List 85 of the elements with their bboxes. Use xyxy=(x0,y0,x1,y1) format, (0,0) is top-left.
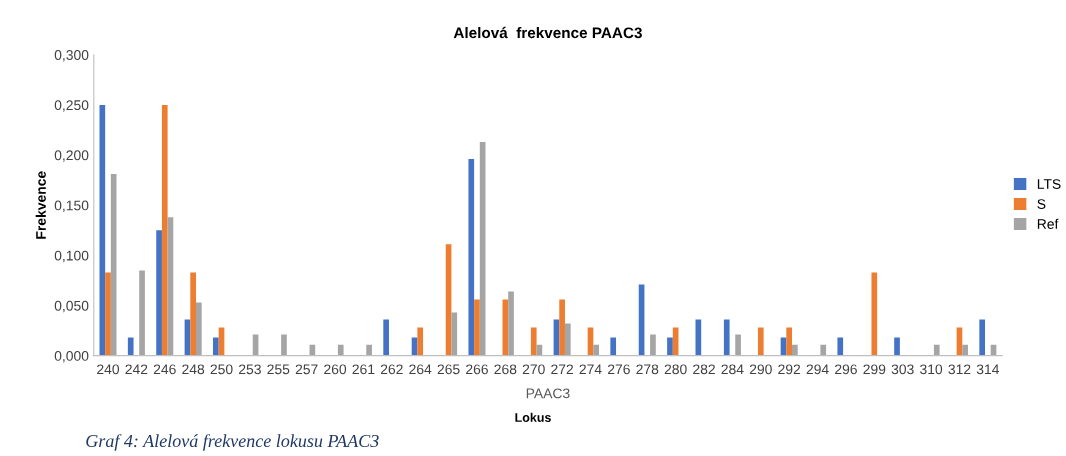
bar xyxy=(190,272,196,356)
y-tick-label: 0,000 xyxy=(54,351,89,363)
x-tick-label: 284 xyxy=(721,364,744,375)
bar xyxy=(933,344,940,356)
x-tick-label: 290 xyxy=(749,364,772,375)
bar xyxy=(105,272,111,356)
x-tick-label: 312 xyxy=(948,364,971,375)
x-tick-label: 282 xyxy=(693,364,715,375)
bar xyxy=(757,327,764,356)
x-tick-label: 292 xyxy=(778,364,801,375)
bar xyxy=(337,344,344,356)
x-tick-label: 299 xyxy=(863,364,886,375)
x-tick-label: 310 xyxy=(920,364,943,375)
text: Lokus xyxy=(515,412,551,422)
x-tick-label: 294 xyxy=(806,364,829,375)
chart-title: Alelová frekvence PAAC3 xyxy=(453,26,642,39)
bar xyxy=(564,323,571,356)
y-tick-label: 0,050 xyxy=(54,300,89,313)
bar xyxy=(667,337,673,356)
y-tick-label: 0,100 xyxy=(54,250,89,263)
bar xyxy=(593,344,600,356)
x-tick-label: 255 xyxy=(267,364,290,375)
bar xyxy=(962,344,968,356)
x-tick-label: 261 xyxy=(352,364,375,375)
bar xyxy=(786,327,793,356)
bar xyxy=(894,337,900,356)
y-tick-label: 0,300 xyxy=(54,50,89,62)
bar xyxy=(508,291,514,356)
bar xyxy=(195,302,202,356)
x-tick-label: 262 xyxy=(380,364,403,375)
bar xyxy=(281,334,287,356)
x-tick-label: 274 xyxy=(579,364,602,375)
x-tick-label: 270 xyxy=(522,364,545,375)
x-tick-label: 266 xyxy=(466,364,488,375)
x-tick-label: 314 xyxy=(976,364,1000,375)
legend-label: Ref xyxy=(1037,218,1059,229)
bar xyxy=(366,344,372,356)
y-tick-label: 0,250 xyxy=(54,100,89,112)
bar xyxy=(559,299,565,356)
bar xyxy=(156,230,162,356)
y-axis-title: Frekvence xyxy=(35,171,46,239)
bar xyxy=(127,337,134,356)
y-tick-label: 0,150 xyxy=(54,200,89,213)
text: Graf 4: Alelová frekvence lokusu PAAC3 xyxy=(86,434,379,451)
x-tick-label: 268 xyxy=(494,364,517,375)
x-tick-label: 242 xyxy=(125,364,148,375)
x-tick-label: 240 xyxy=(97,364,120,375)
bar xyxy=(735,334,741,356)
x-tick-label: 265 xyxy=(437,364,460,375)
bar xyxy=(792,344,798,356)
bar xyxy=(979,319,986,356)
x-tick-label: 278 xyxy=(636,364,659,375)
bar xyxy=(837,337,844,356)
bar xyxy=(110,174,117,356)
x-tick-label: 272 xyxy=(551,364,574,375)
x-tick-label: 276 xyxy=(607,364,630,375)
legend-label: S xyxy=(1037,199,1046,209)
y-tick-label: 0,200 xyxy=(54,150,89,162)
x-tick-label: 246 xyxy=(153,364,176,375)
x-tick-label: 280 xyxy=(664,364,687,375)
bar xyxy=(417,327,424,356)
bar xyxy=(161,104,168,356)
bar xyxy=(99,104,106,356)
x-axis-title: PAAC3 xyxy=(526,388,570,399)
bar xyxy=(650,334,656,356)
x-tick-label: 250 xyxy=(210,364,233,375)
bar xyxy=(139,270,145,356)
x-tick-label: 248 xyxy=(182,364,205,375)
bar xyxy=(820,344,827,356)
bar xyxy=(530,327,537,356)
bar xyxy=(474,299,480,356)
legend-label: LTS xyxy=(1037,179,1061,189)
bar xyxy=(871,272,878,356)
x-tick-label: 264 xyxy=(409,364,432,375)
bar xyxy=(383,319,389,356)
bar xyxy=(723,319,730,356)
x-tick-label: 257 xyxy=(295,364,318,375)
x-tick-label: 253 xyxy=(239,364,261,375)
bar xyxy=(468,159,475,356)
x-tick-label: 296 xyxy=(835,364,857,375)
bar xyxy=(610,337,617,356)
x-tick-label: 303 xyxy=(891,364,914,375)
bar xyxy=(213,337,219,356)
x-tick-label: 260 xyxy=(324,364,347,375)
bar xyxy=(451,312,458,356)
